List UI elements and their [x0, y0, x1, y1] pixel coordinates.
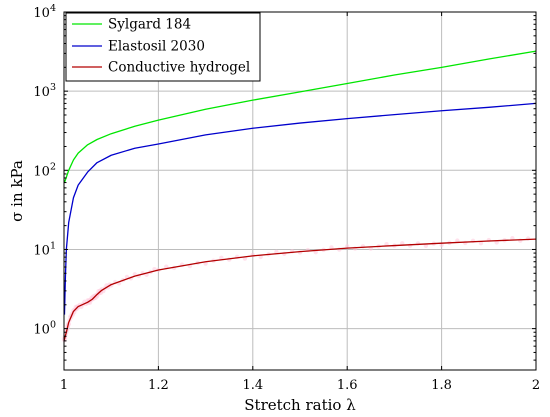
y-tick-label: 100: [33, 320, 56, 338]
x-tick-label: 1: [60, 378, 68, 393]
series-lines: [63, 50, 537, 342]
plot-frame: [63, 11, 537, 371]
legend-label-hydrogel: Conductive hydrogel: [108, 60, 250, 76]
x-axis-title: Stretch ratio λ: [244, 396, 356, 414]
y-tick-label: 104: [33, 3, 56, 21]
hydrogel-data-point: [329, 245, 334, 250]
x-tick-labels: 1 1.2 1.4 1.6 1.8 2: [60, 378, 540, 393]
y-tick-label: 103: [33, 82, 56, 100]
y-tick-labels: 100 101 102 103 104: [33, 3, 56, 338]
hydrogel-data-point: [494, 240, 499, 245]
sylgard-184-line: [63, 50, 537, 183]
hydrogel-data-point: [400, 241, 405, 246]
hydrogel-data-point: [219, 255, 224, 261]
y-tick-label: 102: [33, 161, 56, 179]
legend-label-elastosil: Elastosil 2030: [108, 39, 205, 55]
hydrogel-data-point: [455, 238, 460, 243]
axis-ticks: [63, 11, 537, 371]
hydrogel-data-point: [274, 249, 279, 255]
hydrogel-data-point: [510, 236, 515, 241]
y-tick-label: 101: [33, 240, 56, 258]
x-tick-label: 1.6: [337, 378, 358, 393]
conductive-hydrogel-line: [63, 238, 537, 342]
legend: Sylgard 184 Elastosil 2030 Conductive hy…: [65, 12, 261, 82]
x-tick-label: 1.4: [242, 378, 263, 393]
legend-label-sylgard: Sylgard 184: [108, 17, 191, 33]
x-tick-label: 1.2: [148, 378, 169, 393]
y-axis-title: σ in kPa: [8, 160, 26, 222]
x-tick-label: 2: [532, 378, 540, 393]
elastosil-2030-line: [63, 102, 537, 315]
x-tick-label: 1.8: [431, 378, 452, 393]
